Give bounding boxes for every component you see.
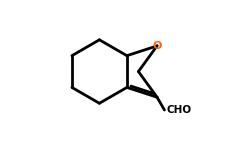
Text: CHO: CHO xyxy=(167,105,192,115)
Text: O: O xyxy=(152,41,162,51)
